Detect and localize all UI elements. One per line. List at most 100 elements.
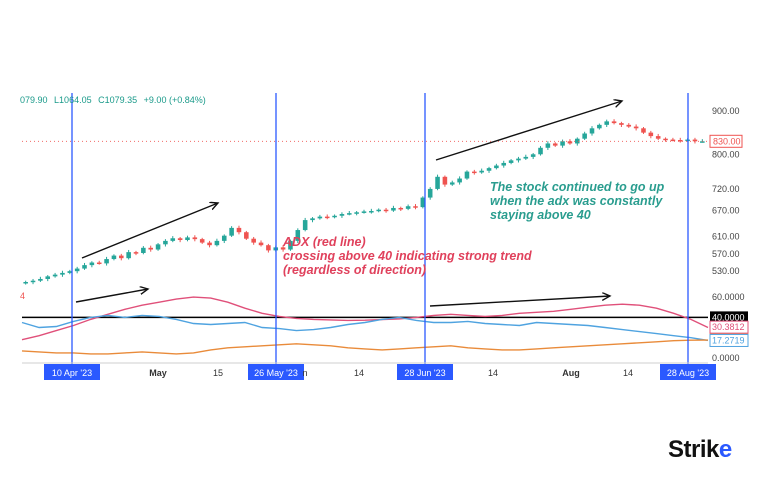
candle	[45, 276, 51, 279]
indicator-label: 4	[20, 291, 25, 301]
candle	[420, 197, 426, 208]
candle	[597, 124, 602, 129]
trend-arrow	[81, 203, 218, 259]
minus-di-line	[21, 339, 709, 355]
trend-arrow	[75, 289, 148, 303]
date-marker-badge	[44, 364, 100, 380]
time-axis-label: 14	[354, 368, 364, 378]
indicator-value-badge	[709, 320, 749, 334]
candle	[486, 168, 492, 171]
candle	[67, 271, 73, 273]
price-tick-label: 720.00	[712, 184, 740, 194]
candle	[508, 160, 514, 163]
candle	[560, 141, 565, 146]
candle	[133, 252, 139, 254]
candle	[692, 139, 698, 142]
ohlc-low: L1064.05	[54, 95, 92, 105]
candle	[104, 259, 109, 264]
candle	[611, 121, 617, 124]
candle	[670, 139, 676, 142]
time-axis-label: 10 Apr '23	[52, 368, 92, 378]
candle	[119, 255, 124, 259]
trend-arrow	[435, 101, 622, 161]
candle	[464, 171, 470, 179]
threshold-badge	[710, 311, 748, 324]
candle	[619, 123, 624, 125]
candle	[626, 124, 632, 127]
candle	[288, 240, 293, 250]
candle	[148, 247, 153, 250]
candle	[30, 280, 36, 283]
logo-text: Strik	[668, 436, 719, 463]
time-axis-label: 15	[213, 368, 223, 378]
candle	[332, 215, 337, 218]
ohlc-change: +9.00 (+0.84%)	[143, 95, 206, 105]
price-axis-ticks: 900.00 800.00 720.00 670.00 610.00 570.00 530.…	[712, 106, 740, 276]
indicator-tick-label: 17.2719	[712, 335, 745, 345]
candle	[435, 176, 440, 189]
logo-accent: e	[718, 436, 732, 463]
candle	[339, 214, 345, 216]
candle	[641, 128, 646, 133]
candle	[413, 206, 418, 208]
candle	[155, 244, 161, 250]
candle	[567, 141, 573, 144]
candle	[236, 227, 242, 233]
candle	[354, 212, 359, 214]
candle	[663, 138, 668, 141]
date-marker-badge	[660, 364, 716, 380]
candle	[258, 242, 264, 246]
price-tick-label: 530.00	[712, 266, 740, 276]
time-axis-label: n	[302, 368, 307, 378]
candle	[530, 154, 536, 157]
candle	[229, 227, 234, 236]
last-price-badge	[709, 134, 743, 148]
candle	[74, 268, 80, 272]
candle	[126, 252, 131, 259]
candle	[655, 136, 661, 139]
ohlc-close: C1079.35	[98, 95, 138, 105]
adx-line	[21, 296, 709, 341]
indicator-tick-label: 30.3812	[712, 322, 745, 332]
trend-arrow	[429, 296, 610, 307]
candle	[302, 220, 308, 231]
date-marker-badge	[397, 364, 453, 380]
candle	[552, 143, 558, 146]
time-axis-label: 26 May '23	[254, 368, 298, 378]
stock-annotation: The stock continued to go up when the ad…	[490, 180, 710, 222]
candle	[405, 206, 411, 209]
candle	[141, 247, 146, 253]
price-tick-label: 670.00	[712, 206, 740, 216]
time-axis-label: Aug	[562, 368, 580, 378]
adx-annotation-line: (regardless of direction)	[283, 263, 427, 277]
price-tick-label: 900.00	[712, 106, 740, 116]
candle	[317, 216, 323, 219]
plus-di-line	[21, 314, 709, 342]
time-axis-label: 14	[623, 368, 633, 378]
candle	[575, 138, 580, 144]
candle	[677, 139, 683, 142]
price-tick-label: 800.00	[712, 149, 740, 159]
candle	[479, 170, 484, 173]
candle	[295, 230, 301, 241]
candle	[96, 262, 102, 265]
candle	[494, 165, 499, 169]
adx-indicator-panel: 460.000040.000030.381217.621817.27190.00…	[20, 291, 749, 363]
candle	[538, 147, 543, 155]
candle	[23, 282, 28, 284]
last-price-label: 830.00	[713, 136, 741, 146]
candle	[221, 235, 227, 241]
candle	[266, 245, 271, 251]
date-markers	[71, 93, 689, 372]
candle	[376, 209, 381, 212]
candle	[207, 242, 212, 246]
candle	[89, 262, 95, 266]
time-axis-label: 28 Jun '23	[404, 368, 445, 378]
candle	[457, 178, 462, 183]
candle	[185, 237, 190, 241]
adx-annotation: ADX (red line) crossing above 40 indicat…	[283, 235, 532, 277]
candle	[442, 176, 448, 185]
candle	[449, 182, 455, 185]
time-axis-label: 14	[488, 368, 498, 378]
